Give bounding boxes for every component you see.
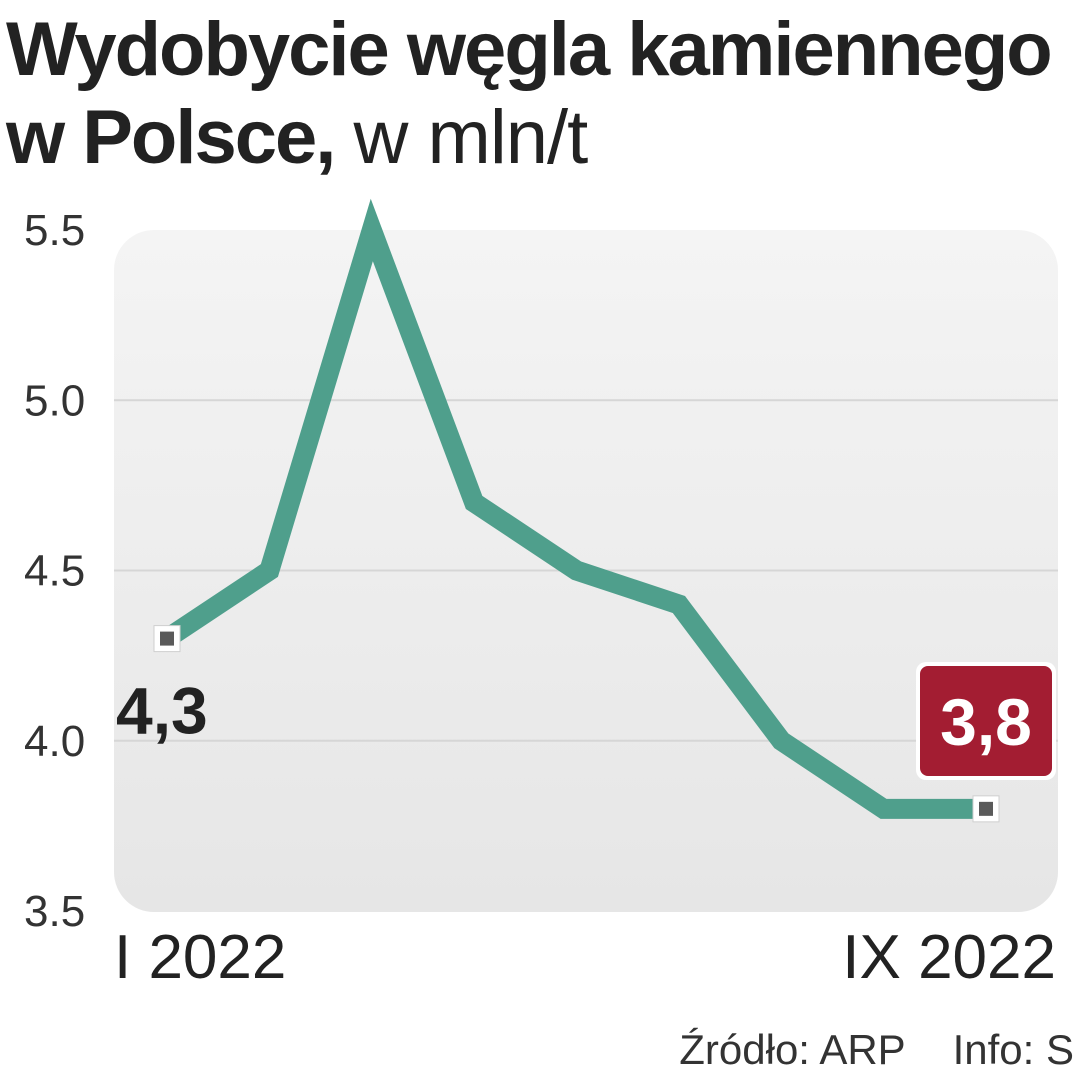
info-label: Info: S xyxy=(952,1026,1074,1073)
y-tick-label: 5.5 xyxy=(24,206,85,255)
x-axis-tick-labels: I 2022 IX 2022 xyxy=(114,923,1056,992)
first-value-label: 4,3 xyxy=(116,674,208,748)
y-tick-label: 5.0 xyxy=(24,376,85,425)
last-value-badge: 3,8 xyxy=(916,662,1056,780)
chart-title-line1: Wydobycie węgla kamiennego xyxy=(6,7,1053,92)
series-line xyxy=(161,198,986,819)
annotation-layer: 4,3 3,8 xyxy=(116,662,1056,780)
chart-title-region: w Polsce, xyxy=(6,95,336,180)
chart-title: Wydobycie węgla kamiennego xyxy=(6,12,1053,88)
source-credit: Źródło: ARP Info: S xyxy=(679,1026,1074,1074)
last-point-marker xyxy=(972,795,1000,823)
y-tick-label: 3.5 xyxy=(24,887,85,936)
source-label: Źródło: ARP xyxy=(679,1026,905,1073)
chart-unit: w mln/t xyxy=(353,95,589,180)
y-axis-tick-labels: 5.5 5.0 4.5 4.0 3.5 xyxy=(24,206,85,936)
series-layer xyxy=(161,198,986,819)
last-value-label: 3,8 xyxy=(940,685,1032,759)
y-tick-label: 4.5 xyxy=(24,547,85,596)
x-tick-label-end: IX 2022 xyxy=(842,923,1056,992)
first-point-marker xyxy=(153,625,181,653)
marker-layer xyxy=(153,625,1000,823)
chart-title-line2: w Polsce, w mln/t xyxy=(6,100,588,176)
y-tick-label: 4.0 xyxy=(24,717,85,766)
x-tick-label-start: I 2022 xyxy=(114,923,286,992)
